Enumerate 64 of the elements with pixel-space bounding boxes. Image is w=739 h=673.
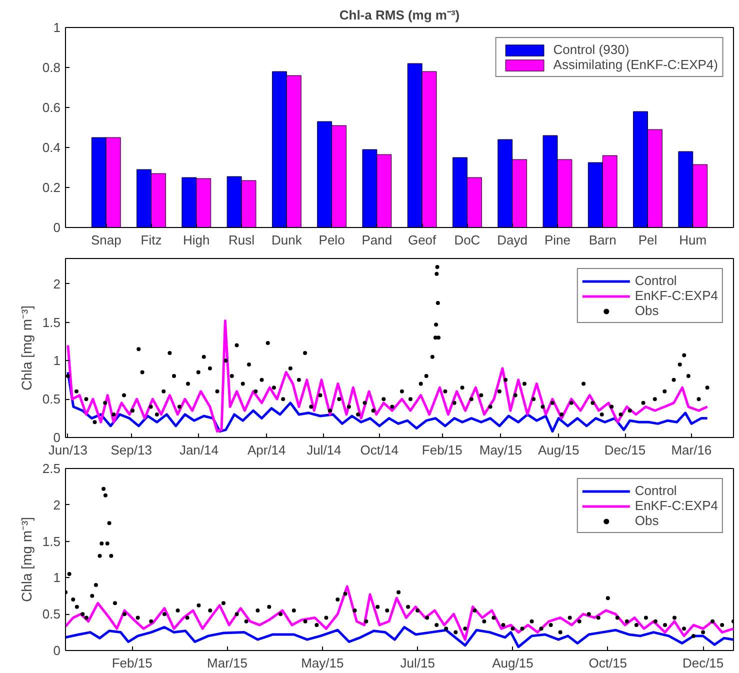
y-tick-label: 0.2 <box>42 180 61 195</box>
y-tick-label: 0 <box>53 430 61 445</box>
x-tick-label: Oct/15 <box>588 656 628 670</box>
legend-label: EnKF-C:EXP4 <box>634 498 718 513</box>
line-series <box>66 585 734 641</box>
x-tick-label: Pelo <box>318 232 345 248</box>
legend-label: EnKF-C:EXP4 <box>634 288 718 303</box>
x-tick-label: Dunk <box>271 232 302 248</box>
x-tick-label: Dec/15 <box>682 656 724 670</box>
y-tick-label: 0 <box>53 220 61 235</box>
y-tick-label: 0.5 <box>42 606 61 622</box>
x-tick-label: Aug/15 <box>492 656 534 670</box>
x-tick-label: Rusl <box>228 232 255 248</box>
x-tick-label: Barn <box>588 232 616 248</box>
legend-label: Control <box>634 273 677 288</box>
line-series <box>66 319 709 433</box>
legend-label: Assimilating (EnKF-C:EXP4) <box>553 57 718 72</box>
x-tick-label: High <box>183 232 210 248</box>
y-tick-label: 0.5 <box>42 392 61 407</box>
x-tick-label: Pel <box>638 232 658 248</box>
line-series <box>66 626 734 648</box>
y-tick-label: 1.5 <box>42 534 61 549</box>
y-axis-title: Chla [mg m⁻³] <box>18 305 34 391</box>
legend-label: Obs <box>634 513 659 528</box>
x-tick-label: May/15 <box>301 656 344 670</box>
y-tick-label: 1 <box>53 570 61 586</box>
x-tick-label: Dec/15 <box>604 442 646 458</box>
x-tick-label: Jul/14 <box>306 442 342 458</box>
x-tick-label: DoC <box>454 232 480 248</box>
x-tick-label: Jul/15 <box>400 656 435 670</box>
x-tick-label: Aug/15 <box>538 442 580 458</box>
x-tick-label: May/15 <box>479 442 522 458</box>
x-tick-label: Fitz <box>140 232 162 248</box>
y-tick-label: 1 <box>53 353 61 368</box>
y-tick-label: 0.8 <box>42 60 61 75</box>
x-tick-label: Snap <box>90 232 122 248</box>
x-tick-label: Apr/14 <box>247 442 286 458</box>
x-tick-label: Hum <box>679 232 707 248</box>
x-tick-label: Feb/15 <box>112 656 152 670</box>
y-tick-label: 0 <box>53 643 61 658</box>
y-axis-title: Chla [mg m⁻³] <box>18 516 34 602</box>
legend-label: Obs <box>634 303 659 318</box>
x-tick-label: Mar/16 <box>671 442 712 458</box>
y-tick-label: 1 <box>53 20 61 35</box>
x-tick-label: Geof <box>408 232 437 248</box>
x-tick-label: Sep/13 <box>110 442 152 458</box>
line-series <box>66 370 709 433</box>
y-tick-label: 0.4 <box>42 140 61 155</box>
legend-label: Control <box>634 483 677 498</box>
x-tick-label: Mar/15 <box>207 656 248 670</box>
chart-title: Chl-a RMS (mg m⁻³) <box>339 8 460 22</box>
y-tick-label: 2 <box>53 276 61 292</box>
y-tick-label: 2 <box>53 497 61 512</box>
legend-label: Control (930) <box>553 42 630 57</box>
y-tick-label: 1.5 <box>42 314 61 330</box>
x-tick-label: Oct/14 <box>360 442 399 458</box>
y-tick-label: 0.6 <box>42 100 61 115</box>
x-tick-label: Jun/13 <box>48 442 88 458</box>
x-tick-label: Pand <box>362 232 392 248</box>
x-tick-label: Feb/15 <box>422 442 462 458</box>
x-tick-label: Pine <box>544 232 570 248</box>
y-tick-label: 2.5 <box>42 461 61 476</box>
x-tick-label: Dayd <box>497 232 528 248</box>
x-tick-label: Jan/14 <box>179 442 219 458</box>
